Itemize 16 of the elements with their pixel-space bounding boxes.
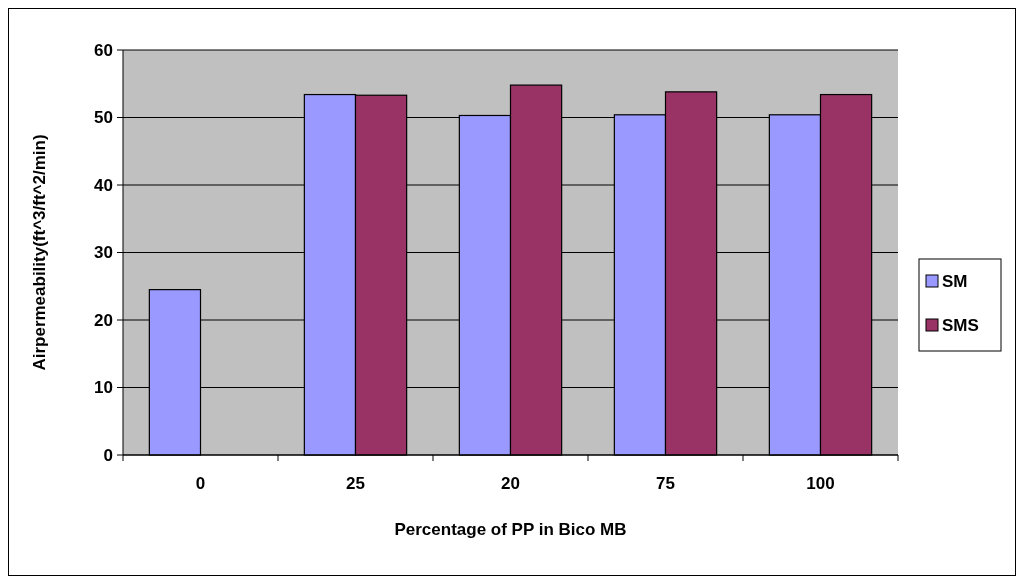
y-axis-title: Airpermeability(ft^3/ft^2/min) [30,134,49,371]
legend-label: SMS [942,315,979,335]
x-axis-title: Percentage of PP in Bico MB [394,520,627,539]
y-tick-label: 10 [94,378,113,398]
x-tick-label: 100 [806,474,835,493]
x-tick-label: 75 [656,474,675,493]
legend-label: SM [942,271,968,291]
x-tick-label: 20 [501,474,520,493]
x-tick-label: 0 [195,474,206,493]
y-tick-label: 50 [94,108,113,128]
y-tick-label: 30 [94,243,113,263]
y-tick-label: 40 [94,175,113,195]
y-tick-label: 60 [94,40,113,60]
x-tick-label: 25 [346,474,365,493]
y-tick-label: 20 [94,310,113,330]
y-tick-label: 0 [103,445,113,465]
